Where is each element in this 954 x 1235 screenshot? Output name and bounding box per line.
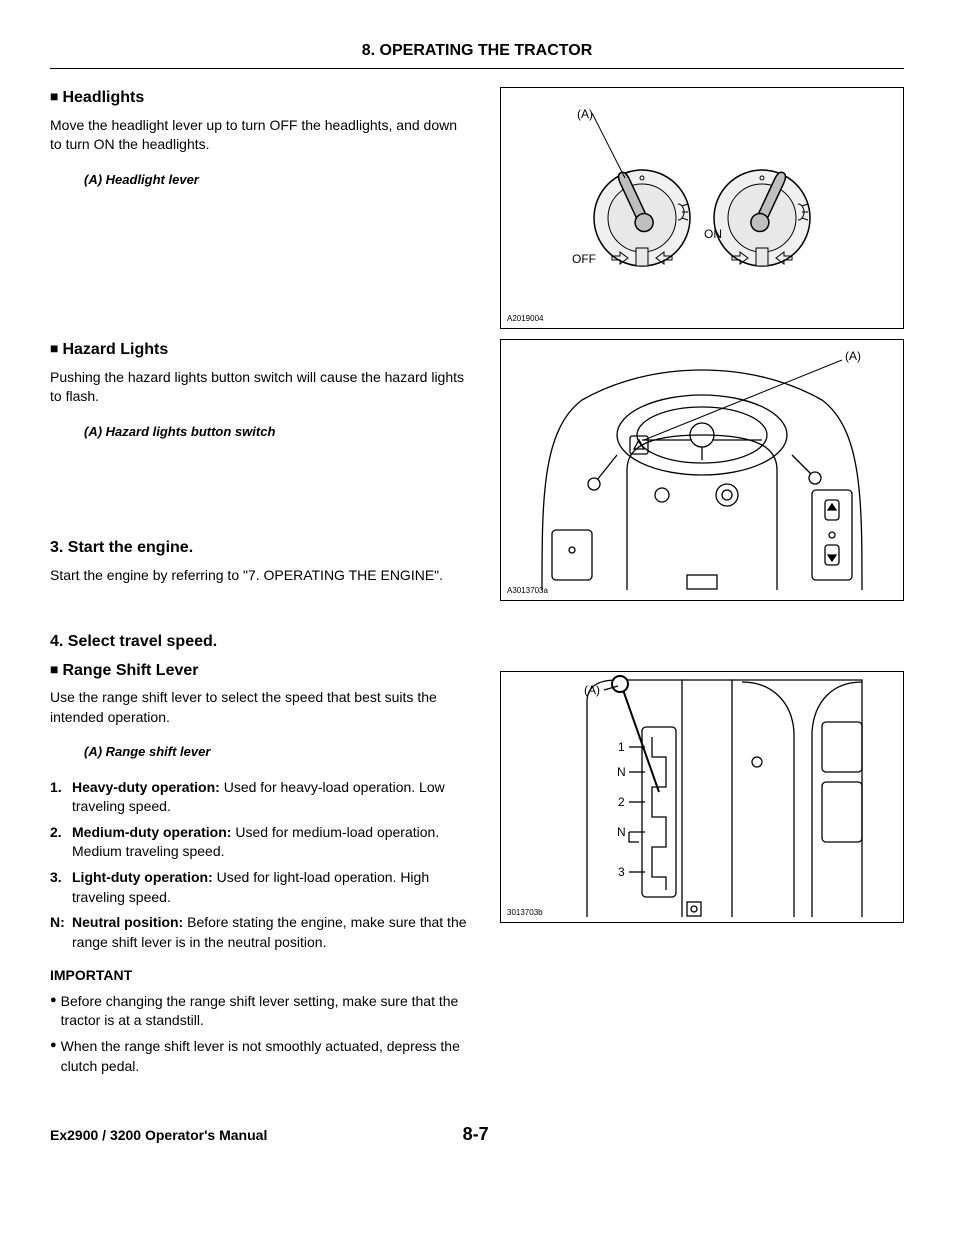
position-item: 3.Light-duty operation: Used for light-l… xyxy=(50,868,470,907)
fig1-label-a: (A) xyxy=(577,107,593,121)
important-bullets: Before changing the range shift lever se… xyxy=(50,992,470,1076)
fig3-t2: N xyxy=(617,765,626,779)
position-item: 2.Medium-duty operation: Used for medium… xyxy=(50,823,470,862)
important-label: IMPORTANT xyxy=(50,966,470,986)
chapter-title: 8. OPERATING THE TRACTOR xyxy=(50,40,904,62)
page-footer: Ex2900 / 3200 Operator's Manual 8-7 xyxy=(50,1122,904,1147)
figure-range: (A) 1 N 2 N 3 3013703b xyxy=(500,671,904,923)
heading-headlights: Headlights xyxy=(50,87,470,109)
heading-speed: 4. Select travel speed. xyxy=(50,631,470,653)
position-item: N:Neutral position: Before stating the e… xyxy=(50,913,470,952)
section-headlights: Headlights Move the headlight lever up t… xyxy=(50,87,904,329)
positions-list: 1.Heavy-duty operation: Used for heavy-l… xyxy=(50,778,470,953)
figure-headlights: (A) OFF ON A2019004 xyxy=(500,87,904,329)
heading-start: 3. Start the engine. xyxy=(50,537,470,559)
heading-range: Range Shift Lever xyxy=(50,660,470,682)
section-speed: 4. Select travel speed. Range Shift Leve… xyxy=(50,631,904,1082)
fig1-code: A2019004 xyxy=(507,313,543,324)
section-hazard-start: Hazard Lights Pushing the hazard lights … xyxy=(50,339,904,601)
footer-page: 8-7 xyxy=(463,1122,489,1147)
text-hazard: Pushing the hazard lights button switch … xyxy=(50,368,470,407)
fig2-code: A3013703a xyxy=(507,585,548,596)
header-rule xyxy=(50,68,904,69)
fig1-on: ON xyxy=(704,227,722,241)
important-item: When the range shift lever is not smooth… xyxy=(50,1037,470,1076)
fig3-t4: N xyxy=(617,825,626,839)
caption-hazard: (A) Hazard lights button switch xyxy=(84,423,470,441)
fig3-label-a: (A) xyxy=(584,683,600,697)
fig3-t1: 1 xyxy=(618,740,625,754)
text-start: Start the engine by referring to "7. OPE… xyxy=(50,566,470,586)
footer-manual: Ex2900 / 3200 Operator's Manual xyxy=(50,1126,267,1146)
figure-hazard: (A) A3013703a xyxy=(500,339,904,601)
fig3-code: 3013703b xyxy=(507,907,543,918)
caption-headlights: (A) Headlight lever xyxy=(84,171,470,189)
important-item: Before changing the range shift lever se… xyxy=(50,992,470,1031)
position-item: 1.Heavy-duty operation: Used for heavy-l… xyxy=(50,778,470,817)
fig3-t3: 2 xyxy=(618,795,625,809)
heading-hazard: Hazard Lights xyxy=(50,339,470,361)
caption-speed: (A) Range shift lever xyxy=(84,743,470,761)
text-speed: Use the range shift lever to select the … xyxy=(50,688,470,727)
text-headlights: Move the headlight lever up to turn OFF … xyxy=(50,116,470,155)
fig2-label-a: (A) xyxy=(845,349,861,363)
fig1-off: OFF xyxy=(572,252,596,266)
fig3-t5: 3 xyxy=(618,865,625,879)
